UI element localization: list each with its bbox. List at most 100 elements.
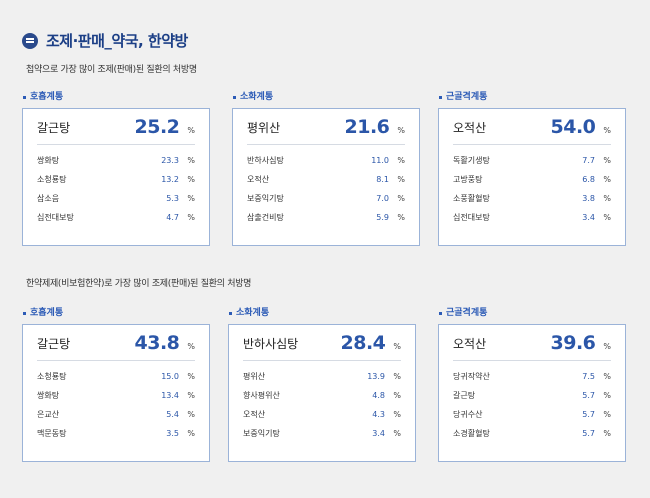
percent-unit: % bbox=[187, 126, 195, 135]
group-label: 소화계통 bbox=[228, 306, 416, 320]
list-item: 보중익기탕 7.0% bbox=[247, 189, 405, 208]
list-item: 쌍화탕 23.3% bbox=[37, 151, 195, 170]
list-item: 당귀작약산 7.5% bbox=[453, 367, 611, 386]
item-name: 쌍화탕 bbox=[37, 391, 60, 400]
group-label: 소화계통 bbox=[232, 90, 420, 104]
prescription-list: 반하사심탕 11.0% 오적산 8.1% 보중익기탕 7.0% 삼출건비탕 5.9% bbox=[247, 145, 405, 227]
percent-unit: % bbox=[187, 175, 195, 184]
card-main: 반하사심탕 28.4 % bbox=[243, 325, 401, 361]
list-item: 삼소음 5.3% bbox=[37, 189, 195, 208]
item-name: 소풍활혈탕 bbox=[453, 194, 490, 203]
list-item: 소청룡탕 15.0% bbox=[37, 367, 195, 386]
item-name: 오적산 bbox=[247, 175, 270, 184]
item-value: 13.9 bbox=[367, 372, 385, 381]
percent-unit: % bbox=[397, 194, 405, 203]
item-name: 삼출건비탕 bbox=[247, 213, 284, 222]
percent-unit: % bbox=[187, 391, 195, 400]
list-item: 고방풍탕 6.8% bbox=[453, 170, 611, 189]
main-prescription-name: 오적산 bbox=[453, 121, 487, 135]
stat-card: 오적산 39.6 % 당귀작약산 7.5% 갈근탕 5.7% 당귀수산 5.7% 소경… bbox=[438, 324, 626, 462]
percent-unit: % bbox=[393, 372, 401, 381]
list-item: 소청룡탕 13.2% bbox=[37, 170, 195, 189]
item-value: 5.9 bbox=[376, 213, 389, 222]
item-name: 십전대보탕 bbox=[453, 213, 490, 222]
group-label: 근골격계통 bbox=[438, 90, 626, 104]
percent-unit: % bbox=[397, 156, 405, 165]
item-name: 반하사심탕 bbox=[247, 156, 284, 165]
card-main: 오적산 54.0 % bbox=[453, 109, 611, 145]
item-value: 6.8 bbox=[582, 175, 595, 184]
list-item: 십전대보탕 3.4% bbox=[453, 208, 611, 227]
group-digestive-2: 소화계통 반하사심탕 28.4 % 평위산 13.9% 향사평위산 4.8% 오적산… bbox=[228, 306, 416, 462]
item-name: 갈근탕 bbox=[453, 391, 476, 400]
item-value: 5.3 bbox=[166, 194, 179, 203]
card-main: 갈근탕 43.8 % bbox=[37, 325, 195, 361]
percent-unit: % bbox=[187, 156, 195, 165]
item-value: 4.7 bbox=[166, 213, 179, 222]
stat-card: 갈근탕 25.2 % 쌍화탕 23.3% 소청룡탕 13.2% 삼소음 5.3% 십전… bbox=[22, 108, 210, 246]
percent-unit: % bbox=[187, 410, 195, 419]
document-list-icon bbox=[22, 32, 38, 49]
item-value: 3.4 bbox=[582, 213, 595, 222]
percent-unit: % bbox=[603, 429, 611, 438]
page-header: 조제·판매_약국, 한약방 bbox=[22, 30, 188, 51]
item-value: 13.4 bbox=[161, 391, 179, 400]
main-prescription-value: 21.6 bbox=[344, 116, 390, 138]
percent-unit: % bbox=[603, 410, 611, 419]
group-musculoskeletal-1: 근골격계통 오적산 54.0 % 독활기생탕 7.7% 고방풍탕 6.8% 소풍활혈… bbox=[438, 90, 626, 246]
percent-unit: % bbox=[187, 213, 195, 222]
main-prescription-value: 54.0 bbox=[550, 116, 596, 138]
prescription-list: 소청룡탕 15.0% 쌍화탕 13.4% 은교산 5.4% 맥문동탕 3.5% bbox=[37, 361, 195, 443]
list-item: 오적산 8.1% bbox=[247, 170, 405, 189]
list-item: 오적산 4.3% bbox=[243, 405, 401, 424]
item-name: 맥문동탕 bbox=[37, 429, 67, 438]
item-value: 5.7 bbox=[582, 429, 595, 438]
list-item: 소풍활혈탕 3.8% bbox=[453, 189, 611, 208]
percent-unit: % bbox=[187, 194, 195, 203]
item-name: 보중익기탕 bbox=[247, 194, 284, 203]
list-item: 갈근탕 5.7% bbox=[453, 386, 611, 405]
item-name: 쌍화탕 bbox=[37, 156, 60, 165]
percent-unit: % bbox=[603, 175, 611, 184]
item-name: 독활기생탕 bbox=[453, 156, 490, 165]
section-description-2: 한약제제(비보험한약)로 가장 많이 조제(판매)된 질환의 처방명 bbox=[26, 279, 252, 289]
item-name: 당귀수산 bbox=[453, 410, 483, 419]
item-value: 3.8 bbox=[582, 194, 595, 203]
main-prescription-name: 오적산 bbox=[453, 337, 487, 351]
item-name: 평위산 bbox=[243, 372, 266, 381]
item-value: 13.2 bbox=[161, 175, 179, 184]
stat-card: 오적산 54.0 % 독활기생탕 7.7% 고방풍탕 6.8% 소풍활혈탕 3.8% … bbox=[438, 108, 626, 246]
percent-unit: % bbox=[393, 342, 401, 351]
item-value: 4.3 bbox=[372, 410, 385, 419]
item-value: 5.7 bbox=[582, 391, 595, 400]
item-name: 보중익기탕 bbox=[243, 429, 280, 438]
group-musculoskeletal-2: 근골격계통 오적산 39.6 % 당귀작약산 7.5% 갈근탕 5.7% 당귀수산 5… bbox=[438, 306, 626, 462]
item-name: 은교산 bbox=[37, 410, 60, 419]
list-item: 반하사심탕 11.0% bbox=[247, 151, 405, 170]
page-title: 조제·판매_약국, 한약방 bbox=[46, 32, 188, 50]
item-name: 소경활혈탕 bbox=[453, 429, 490, 438]
item-value: 23.3 bbox=[161, 156, 179, 165]
item-name: 십전대보탕 bbox=[37, 213, 74, 222]
percent-unit: % bbox=[397, 126, 405, 135]
main-prescription-value: 25.2 bbox=[134, 116, 180, 138]
percent-unit: % bbox=[397, 175, 405, 184]
card-main: 오적산 39.6 % bbox=[453, 325, 611, 361]
card-main: 갈근탕 25.2 % bbox=[37, 109, 195, 145]
percent-unit: % bbox=[393, 391, 401, 400]
percent-unit: % bbox=[603, 194, 611, 203]
item-name: 향사평위산 bbox=[243, 391, 280, 400]
item-value: 5.4 bbox=[166, 410, 179, 419]
list-item: 쌍화탕 13.4% bbox=[37, 386, 195, 405]
item-value: 5.7 bbox=[582, 410, 595, 419]
item-value: 11.0 bbox=[371, 156, 389, 165]
group-label: 호흡계통 bbox=[22, 306, 210, 320]
item-name: 소청룡탕 bbox=[37, 175, 67, 184]
percent-unit: % bbox=[187, 372, 195, 381]
percent-unit: % bbox=[393, 410, 401, 419]
list-item: 당귀수산 5.7% bbox=[453, 405, 611, 424]
percent-unit: % bbox=[187, 429, 195, 438]
group-label: 호흡계통 bbox=[22, 90, 210, 104]
item-value: 7.0 bbox=[376, 194, 389, 203]
main-prescription-name: 갈근탕 bbox=[37, 337, 71, 351]
